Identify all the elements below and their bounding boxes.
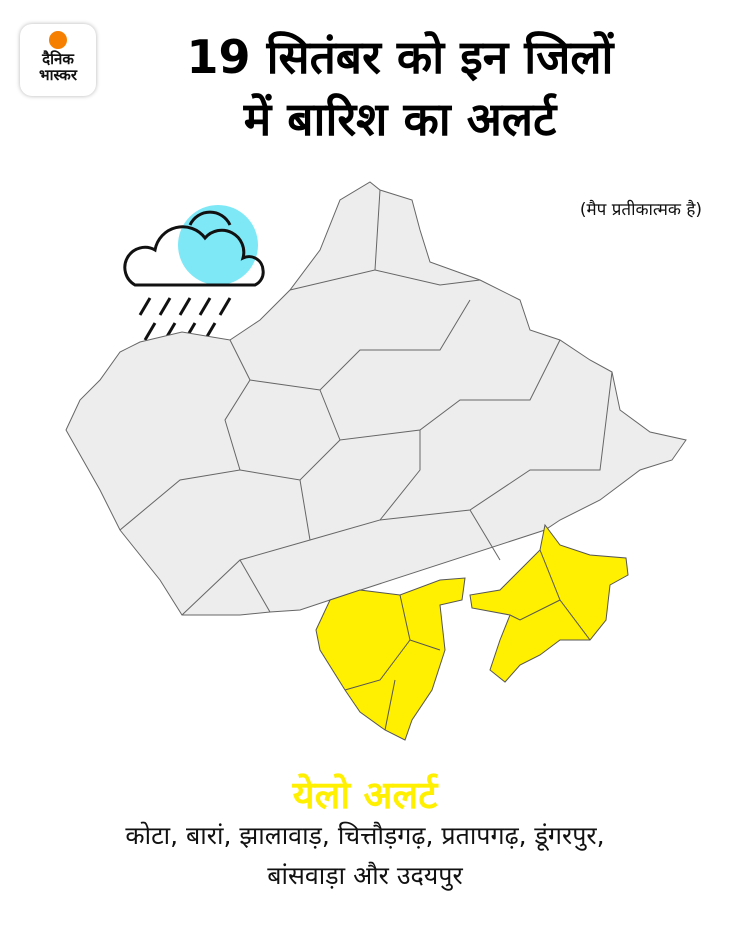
districts-line1: कोटा, बारां, झालावाड़, चित्तौड़गढ़, प्रत… [125,821,605,850]
title-line2: में बारिश का अलर्ट [243,92,557,146]
yellow-alert-label: येलो अलर्ट [292,773,438,817]
page-title: 19 सितंबर को इन जिलों में बारिश का अलर्ट [100,26,700,150]
district-borders [119,189,613,616]
alert-region-west [315,577,466,741]
logo-text-line1: दैनिक [42,50,74,68]
cloud-outline [123,225,265,287]
logo-sun-icon [49,31,67,49]
sun-circle [178,205,258,285]
logo-text-line2: भास्कर [39,66,77,84]
yellow-alert-districts [315,523,629,741]
districts-line2: बांसवाड़ा और उदयपुर [267,861,463,890]
alert-districts: कोटा, बारां, झालावाड़, चित्तौड़गढ़, प्रत… [60,816,670,896]
dainik-bhaskar-logo: दैनिक भास्कर [20,24,96,96]
rain-cloud-icon [123,205,265,341]
map-note: (मैप प्रतीकात्मक है) [579,200,702,220]
title-line1: 19 सितंबर को इन जिलों [186,30,614,84]
alert-region-east [469,523,629,683]
